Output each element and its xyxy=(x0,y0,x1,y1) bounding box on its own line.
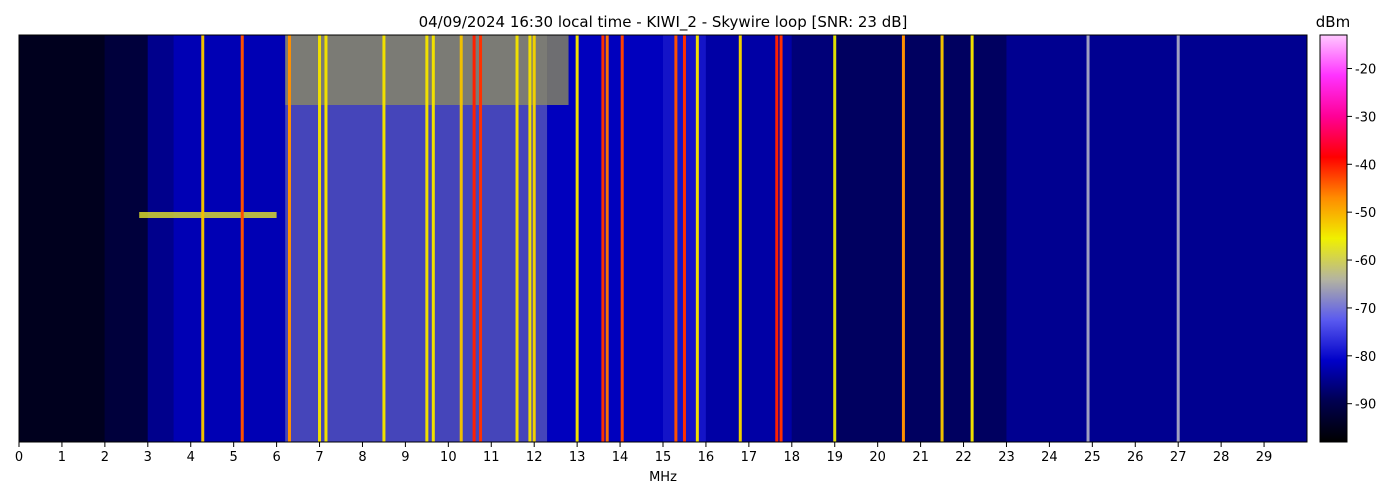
noise-band xyxy=(173,35,286,442)
noise-band xyxy=(19,35,105,442)
x-tick-label: 22 xyxy=(955,450,972,465)
x-tick-label: 18 xyxy=(784,450,801,465)
x-tick-label: 29 xyxy=(1256,450,1273,465)
x-tick-label: 3 xyxy=(144,450,152,465)
x-tick-label: 19 xyxy=(826,450,843,465)
x-tick-label: 2 xyxy=(101,450,109,465)
x-axis: 0 1 2 3 4 5 6 7 8 9 10 11 12 13 14 15 16 17 18 19 20 21 22 23 24… xyxy=(15,442,1272,465)
x-tick-label: 0 xyxy=(15,450,23,465)
x-tick-label: 7 xyxy=(315,450,323,465)
heat-bands xyxy=(19,35,1307,442)
x-tick-label: 21 xyxy=(912,450,929,465)
signal-carriers xyxy=(201,35,1180,442)
noise-band xyxy=(705,35,792,442)
noise-band xyxy=(834,35,1007,442)
x-tick-label: 13 xyxy=(569,450,586,465)
x-tick-label: 28 xyxy=(1213,450,1230,465)
activity-haze xyxy=(285,105,548,442)
noise-band xyxy=(1006,35,1307,442)
colorbar-tick-label: -70 xyxy=(1355,302,1376,317)
x-tick-label: 24 xyxy=(1041,450,1058,465)
colorbar-tick-label: -80 xyxy=(1355,350,1376,365)
x-tick-label: 11 xyxy=(483,450,500,465)
x-tick-label: 10 xyxy=(440,450,457,465)
x-tick-label: 1 xyxy=(58,450,66,465)
x-tick-label: 20 xyxy=(869,450,886,465)
noise-band xyxy=(791,35,835,442)
spectrogram-plot xyxy=(18,34,1308,443)
x-tick-label: 9 xyxy=(401,450,409,465)
colorbar-tick-label: -20 xyxy=(1355,63,1376,78)
x-tick-label: 12 xyxy=(526,450,543,465)
x-tick-label: 4 xyxy=(187,450,195,465)
x-tick-label: 27 xyxy=(1170,450,1187,465)
colorbar-tick-label: -40 xyxy=(1355,158,1376,173)
colorbar-label: dBm xyxy=(1316,13,1350,31)
colorbar-tick-label: -60 xyxy=(1355,254,1376,269)
colorbar-tick-label: -30 xyxy=(1355,110,1376,125)
x-tick-label: 25 xyxy=(1084,450,1101,465)
signal-burst xyxy=(139,212,277,218)
colorbar-tick-label: -50 xyxy=(1355,206,1376,221)
noise-band xyxy=(104,35,148,442)
chart-title: 04/09/2024 16:30 local time - KIWI_2 - S… xyxy=(419,13,908,32)
x-tick-label: 8 xyxy=(358,450,366,465)
x-axis-label: MHz xyxy=(649,470,677,485)
colorbar: -20 -30 -40 -50 -60 -70 -80 -90 xyxy=(1319,34,1376,443)
x-tick-label: 17 xyxy=(741,450,758,465)
colorbar-tick-label: -90 xyxy=(1355,398,1376,413)
x-tick-label: 14 xyxy=(612,450,629,465)
x-tick-label: 26 xyxy=(1127,450,1144,465)
x-tick-label: 23 xyxy=(998,450,1015,465)
colorbar-gradient xyxy=(1319,34,1348,443)
x-tick-label: 5 xyxy=(230,450,238,465)
x-tick-label: 15 xyxy=(655,450,672,465)
x-tick-label: 16 xyxy=(698,450,715,465)
noise-band xyxy=(147,35,174,442)
x-tick-label: 6 xyxy=(272,450,280,465)
